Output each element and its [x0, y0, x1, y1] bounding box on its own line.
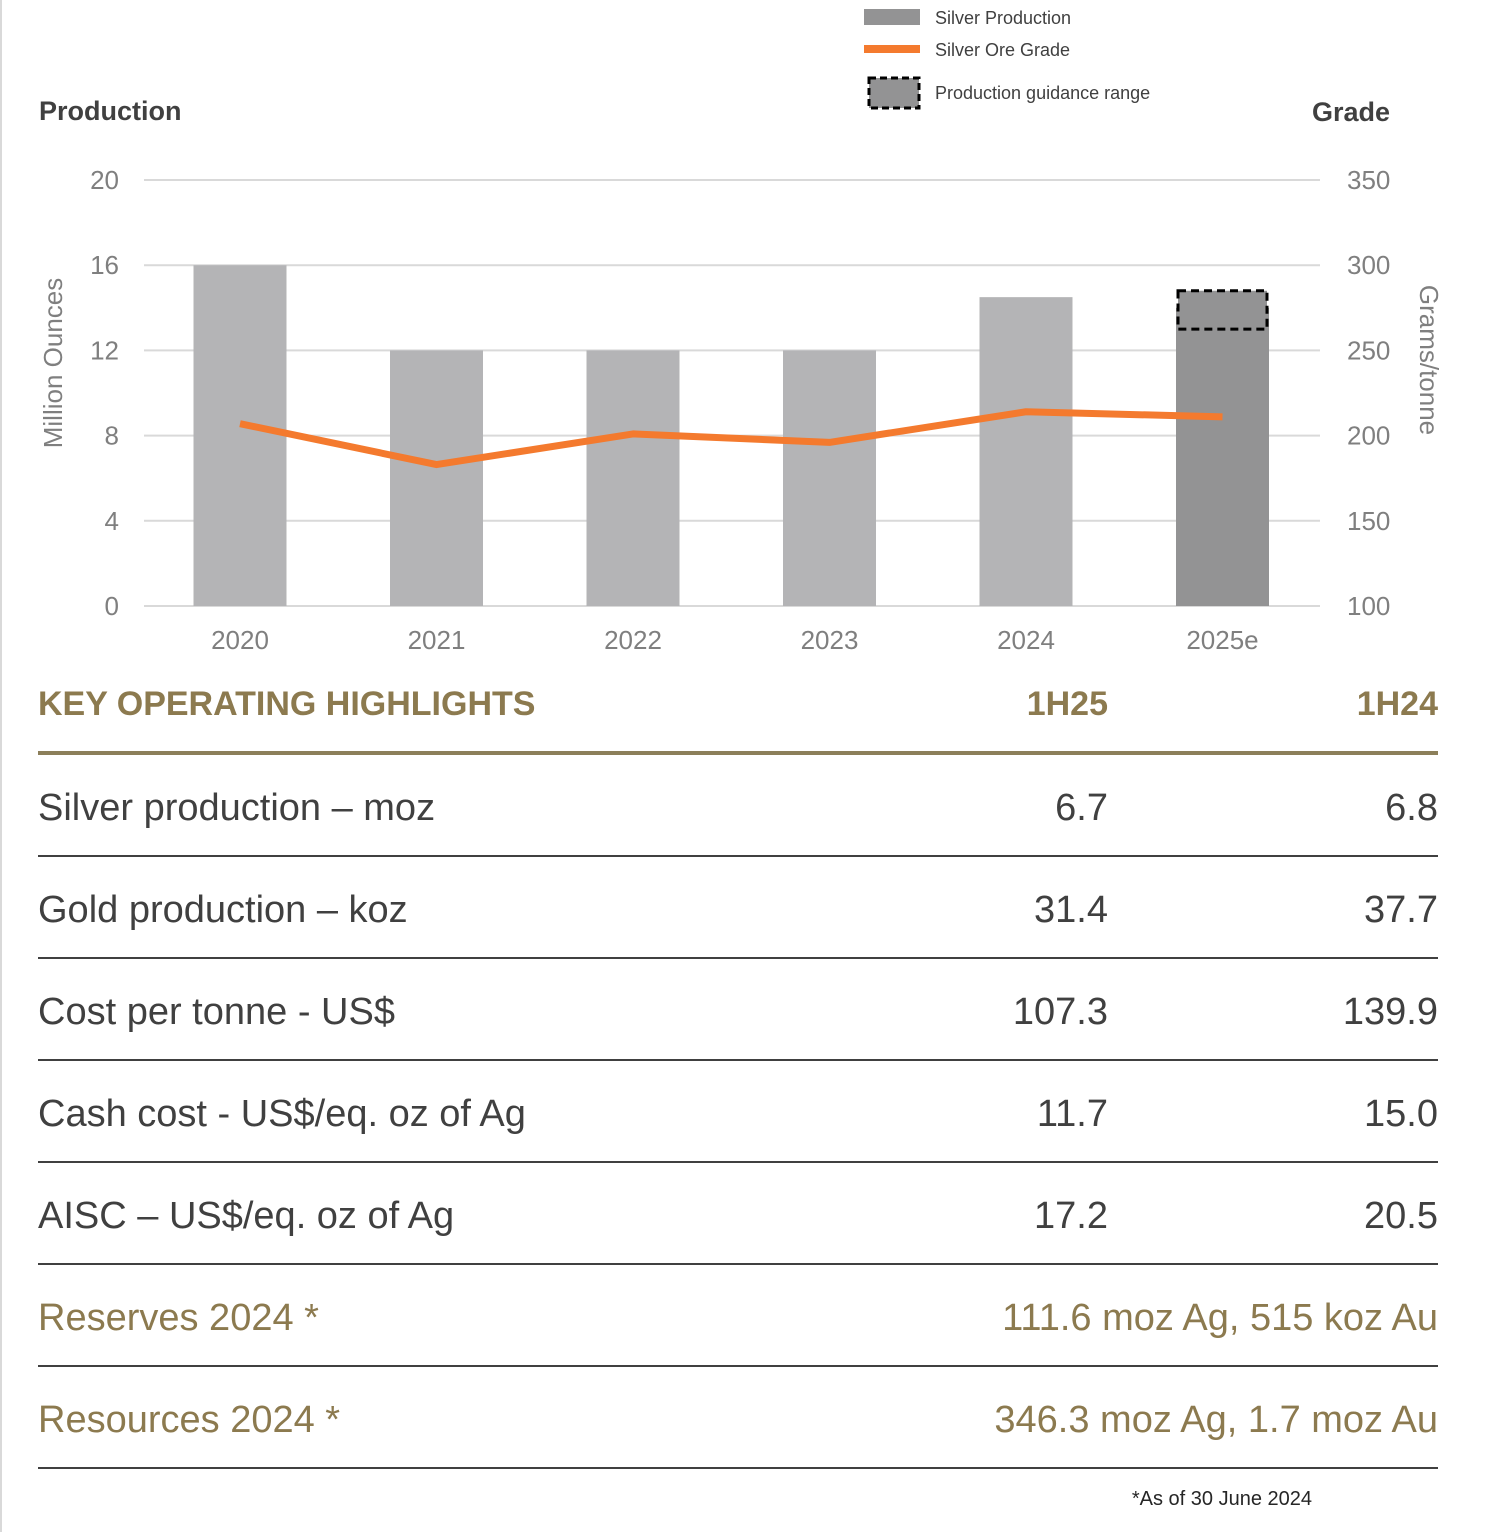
right-tick-label: 200: [1347, 421, 1390, 451]
resources-value: 346.3 moz Ag, 1.7 moz Au: [994, 1399, 1438, 1441]
left-tick-label: 0: [105, 591, 119, 621]
bars-layer: [193, 265, 1269, 606]
bar-2024: [979, 297, 1073, 606]
column-header-1h25: 1H25: [1026, 685, 1108, 723]
row-label: Silver production – moz: [38, 787, 436, 829]
reserves-row: Reserves 2024 * 111.6 moz Ag, 515 koz Au: [38, 1265, 1438, 1367]
legend-swatch-grade: [864, 45, 920, 53]
x-tick-label: 2025e: [1186, 625, 1258, 655]
bar-2025e: [1176, 307, 1269, 606]
production-grade-chart: Silver Production Silver Ore Grade Produ…: [38, 8, 1444, 655]
operating-highlights-table: KEY OPERATING HIGHLIGHTS 1H25 1H24 Silve…: [38, 675, 1438, 1469]
right-tick-label: 100: [1347, 591, 1390, 621]
reserves-label: Reserves 2024 *: [38, 1297, 319, 1339]
left-tick-label: 4: [105, 506, 119, 536]
bar-2022: [586, 350, 680, 606]
reserves-value: 111.6 moz Ag, 515 koz Au: [1002, 1297, 1438, 1339]
x-tick-label: 2020: [211, 625, 269, 655]
left-tick-label: 20: [90, 165, 119, 195]
footnote: *As of 30 June 2024: [1131, 1488, 1312, 1510]
row-label: Cost per tonne - US$: [38, 991, 395, 1033]
legend-swatch-production: [864, 9, 920, 25]
row-value-1h24: 15.0: [1364, 1093, 1438, 1135]
table-row: Cost per tonne - US$ 107.3 139.9: [38, 959, 1438, 1061]
legend-swatch-guidance: [867, 76, 921, 110]
legend-label-guidance: Production guidance range: [935, 83, 1150, 103]
right-tick-label: 350: [1347, 165, 1390, 195]
left-tick-label: 16: [90, 250, 119, 280]
row-value-1h25: 31.4: [1034, 889, 1108, 931]
row-label: AISC – US$/eq. oz of Ag: [38, 1195, 455, 1237]
grid-layer: [144, 179, 1320, 607]
line-layer: [239, 408, 1223, 469]
legend-label-grade: Silver Ore Grade: [935, 40, 1070, 60]
row-value-1h24: 37.7: [1364, 889, 1438, 931]
x-tick-label: 2021: [408, 625, 466, 655]
row-value-1h25: 107.3: [1012, 991, 1108, 1033]
right-tick-label: 150: [1347, 506, 1390, 536]
grade-line: [239, 408, 1223, 469]
row-value-1h24: 20.5: [1364, 1195, 1438, 1237]
right-axis-title: Grams/tonne: [1414, 285, 1444, 435]
table-row: Cash cost - US$/eq. oz of Ag 11.7 15.0: [38, 1061, 1438, 1163]
left-tick-label: 12: [90, 335, 119, 365]
row-value-1h24: 6.8: [1385, 787, 1438, 829]
right-tick-label: 250: [1347, 335, 1390, 365]
row-value-1h25: 6.7: [1055, 787, 1108, 829]
left-axis-heading: Production: [39, 96, 182, 126]
table-header: KEY OPERATING HIGHLIGHTS 1H25 1H24: [38, 675, 1438, 755]
column-header-1h24: 1H24: [1356, 685, 1438, 723]
right-tick-label: 300: [1347, 250, 1390, 280]
bar-2020: [193, 265, 287, 606]
bar-2023: [783, 350, 876, 606]
resources-label: Resources 2024 *: [38, 1399, 341, 1441]
x-tick-label: 2023: [801, 625, 859, 655]
x-tick-label: 2022: [604, 625, 662, 655]
left-axis-title: Million Ounces: [38, 278, 68, 449]
table-row: Silver production – moz 6.7 6.8: [38, 755, 1438, 857]
row-value-1h24: 139.9: [1342, 991, 1438, 1033]
table-row: AISC – US$/eq. oz of Ag 17.2 20.5: [38, 1163, 1438, 1265]
resources-row: Resources 2024 * 346.3 moz Ag, 1.7 moz A…: [38, 1367, 1438, 1469]
row-value-1h25: 11.7: [1036, 1093, 1108, 1135]
x-tick-label: 2024: [997, 625, 1055, 655]
right-axis-heading: Grade: [1312, 97, 1390, 127]
table-row: Gold production – koz 31.4 37.7: [38, 857, 1438, 959]
legend-label-production: Silver Production: [935, 8, 1071, 28]
table-title: KEY OPERATING HIGHLIGHTS: [38, 685, 536, 723]
guidance-range-box: [1176, 289, 1269, 331]
bar-2021: [390, 350, 483, 606]
left-tick-label: 8: [105, 421, 119, 451]
page-border: [0, 0, 2, 1532]
row-label: Gold production – koz: [38, 889, 408, 931]
row-label: Cash cost - US$/eq. oz of Ag: [38, 1093, 526, 1135]
row-value-1h25: 17.2: [1034, 1195, 1108, 1237]
guidance-layer: [1176, 289, 1269, 331]
ticks-layer: 0 4 8 12 16 20 100 150 200 250 300 350 2020 2021 2022 2…: [90, 165, 1390, 655]
